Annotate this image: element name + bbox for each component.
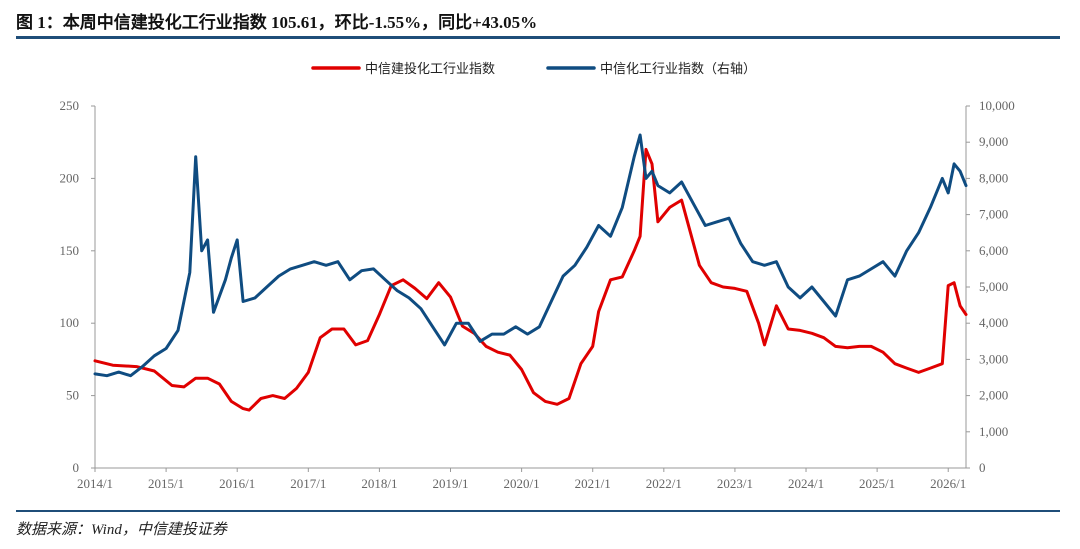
right-tick-label: 8,000 — [979, 170, 1008, 185]
line-chart: 0 50 100 150 200 250 0 1,000 2,000 3,000 4,000 5,00… — [60, 61, 1015, 491]
left-tick-label: 100 — [60, 315, 80, 330]
right-tick-label: 7,000 — [979, 207, 1008, 222]
right-tick-label: 6,000 — [979, 243, 1008, 258]
right-tick-label: 10,000 — [979, 98, 1015, 113]
figure-title: 图 1：本周中信建投化工行业指数 105.61，环比-1.55%，同比+43.0… — [16, 13, 538, 32]
series-line-1 — [93, 147, 968, 412]
legend-label-2: 中信化工行业指数（右轴） — [600, 62, 756, 77]
right-tick-label: 1,000 — [979, 424, 1008, 439]
x-tick-label: 2018/1 — [361, 476, 397, 491]
right-tick-label: 4,000 — [979, 315, 1008, 330]
left-tick-label: 200 — [60, 170, 80, 185]
right-tick-label: 2,000 — [979, 388, 1008, 403]
right-tick-label: 5,000 — [979, 279, 1008, 294]
x-tick-label: 2020/1 — [504, 476, 540, 491]
source-note: 数据来源：Wind，中信建投证券 — [16, 522, 227, 538]
x-tick-label: 2017/1 — [290, 476, 326, 491]
x-tick-label: 2023/1 — [717, 476, 753, 491]
legend-label-1: 中信建投化工行业指数 — [365, 61, 495, 77]
source-rule — [16, 510, 1060, 512]
x-tick-label: 2026/1 — [930, 476, 966, 491]
x-tick-label: 2016/1 — [219, 476, 255, 491]
x-tick-label: 2015/1 — [148, 476, 184, 491]
x-tick-label: 2025/1 — [859, 476, 895, 491]
title-rule — [16, 36, 1060, 39]
right-tick-label: 9,000 — [979, 134, 1008, 149]
right-tick-label: 0 — [979, 460, 986, 475]
left-tick-label: 0 — [73, 460, 80, 475]
x-tick-label: 2022/1 — [646, 476, 682, 491]
x-tick-label: 2021/1 — [575, 476, 611, 491]
left-tick-label: 50 — [66, 388, 79, 403]
series-line-2 — [93, 133, 968, 378]
left-tick-label: 150 — [60, 243, 80, 258]
right-tick-label: 3,000 — [979, 351, 1008, 366]
x-tick-label: 2024/1 — [788, 476, 824, 491]
x-tick-label: 2014/1 — [77, 476, 113, 491]
x-tick-label: 2019/1 — [432, 476, 468, 491]
left-tick-label: 250 — [60, 98, 80, 113]
